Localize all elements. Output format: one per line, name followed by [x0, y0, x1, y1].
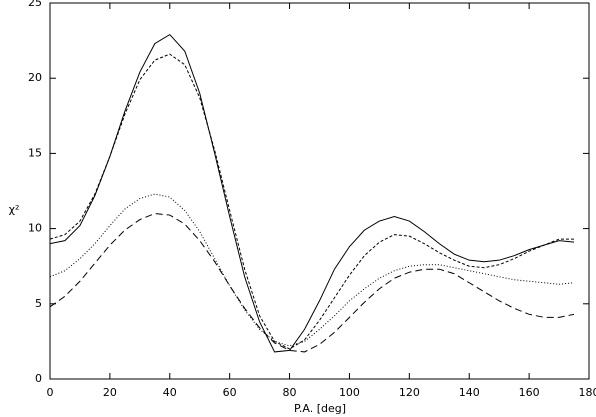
series-line	[49, 213, 575, 353]
x-tick-label: 40	[163, 386, 177, 399]
y-tick-label: 25	[28, 0, 42, 9]
y-axis-label: χ²	[9, 203, 20, 216]
x-tick-label: 20	[103, 386, 117, 399]
y-tick-label: 15	[28, 146, 42, 159]
y-tick-label: 20	[28, 71, 42, 84]
x-tick-label: 100	[339, 386, 360, 399]
series-line	[49, 193, 575, 347]
x-tick-label: 140	[459, 386, 480, 399]
x-tick-label: 120	[399, 386, 420, 399]
y-tick-label: 5	[35, 297, 42, 310]
x-tick-label: 180	[579, 386, 596, 399]
plot-frame	[49, 2, 590, 380]
x-tick-label: 160	[519, 386, 540, 399]
x-tick-label: 60	[223, 386, 237, 399]
x-tick-label: 0	[47, 386, 54, 399]
series-line	[49, 53, 575, 350]
y-tick-label: 0	[35, 372, 42, 385]
y-tick-label: 10	[28, 222, 42, 235]
x-axis-label: P.A. [deg]	[294, 402, 346, 415]
x-tick-label: 80	[283, 386, 297, 399]
series-line	[49, 33, 575, 353]
